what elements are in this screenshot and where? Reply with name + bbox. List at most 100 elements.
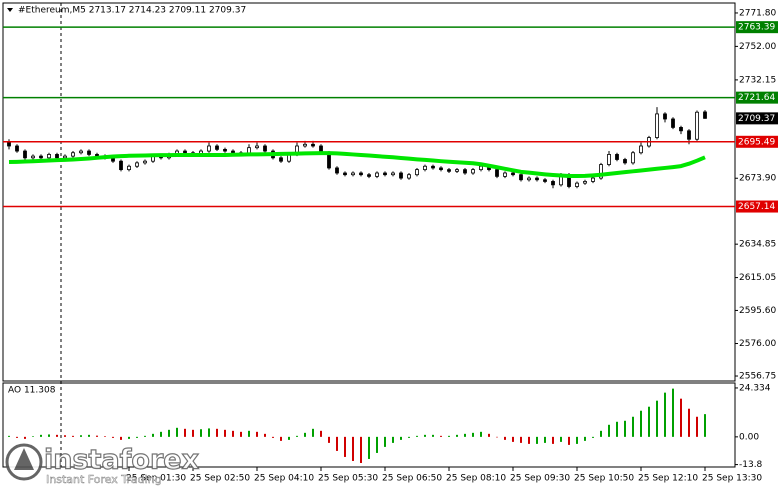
level-label-box xyxy=(736,91,778,104)
y-tick-label: 2576.00 xyxy=(739,339,776,349)
ao-bar xyxy=(536,436,538,444)
chart-title: #Ethereum,M5 2713.17 2714.23 2709.11 270… xyxy=(18,6,246,16)
ao-bar xyxy=(320,430,322,437)
ao-bar xyxy=(336,436,338,451)
candle-body xyxy=(447,169,451,172)
candle-body xyxy=(471,169,475,174)
candle-body xyxy=(655,113,659,138)
ao-bar xyxy=(704,414,706,437)
last-price-label: 2709.37 xyxy=(738,114,775,124)
ao-bar xyxy=(200,429,202,437)
candle-body xyxy=(311,143,315,147)
ao-bar xyxy=(672,388,674,437)
x-tick-label: 25 Sep 06:50 xyxy=(382,474,442,484)
ao-bar xyxy=(464,433,466,437)
candle-body xyxy=(527,177,531,181)
ao-bar xyxy=(176,427,178,437)
candle-body xyxy=(503,172,507,177)
watermark-brand: instaforex xyxy=(44,445,199,476)
candle-body xyxy=(671,118,675,128)
level-label: 2721.64 xyxy=(738,93,775,103)
ao-bar xyxy=(544,436,546,443)
candle-body xyxy=(423,165,427,171)
ao-frame xyxy=(2,382,736,468)
ao-bar xyxy=(472,432,474,437)
ao-bar xyxy=(528,436,530,444)
watermark: instaforex Instant Forex Trading xyxy=(5,443,200,486)
ao-bar xyxy=(408,436,410,438)
candle-body xyxy=(39,155,43,159)
candle-body xyxy=(375,172,379,177)
x-tick-label: 25 Sep 09:30 xyxy=(510,474,570,484)
ao-bar xyxy=(56,434,58,437)
candle-body xyxy=(183,150,187,154)
candle-body xyxy=(127,165,131,171)
candle-body xyxy=(63,155,67,159)
x-tick-label: 25 Sep 04:10 xyxy=(254,474,314,484)
candle-body xyxy=(79,150,83,154)
ao-bar xyxy=(104,436,106,437)
candle-body xyxy=(639,145,643,154)
x-tick-label: 25 Sep 12:10 xyxy=(638,474,698,484)
ao-bar xyxy=(128,436,130,439)
candle-body xyxy=(511,172,515,176)
x-tick-label: 25 Sep 01:30 xyxy=(126,474,186,484)
ao-bar xyxy=(248,430,250,437)
ao-bar xyxy=(296,435,298,437)
candle-body xyxy=(695,111,699,140)
ao-title: AO 11.308 xyxy=(8,386,56,396)
candle-body xyxy=(303,143,307,147)
level-label: 2763.39 xyxy=(738,23,775,33)
ao-bar xyxy=(328,436,330,443)
ao-bar xyxy=(240,431,242,437)
ao-bar xyxy=(16,436,18,438)
candle-body xyxy=(7,142,11,147)
x-tick-label: 25 Sep 05:30 xyxy=(318,474,378,484)
candle-body xyxy=(215,145,219,150)
ao-bar xyxy=(624,420,626,437)
candle-body xyxy=(15,145,19,152)
ao-bar xyxy=(312,428,314,437)
y-tick-label: 2634.85 xyxy=(739,240,776,250)
candle-body xyxy=(407,174,411,179)
candle-body xyxy=(87,150,91,155)
ao-bar xyxy=(168,429,170,437)
candle-body xyxy=(519,174,523,181)
y-tick-label: 2752.00 xyxy=(739,42,776,52)
ao-bar xyxy=(376,436,378,453)
candle-body xyxy=(367,174,371,177)
candle-body xyxy=(455,169,459,172)
y-tick-label: -13.8 xyxy=(739,460,763,470)
ao-bar xyxy=(664,392,666,437)
ao-bar xyxy=(368,436,370,459)
candle-body xyxy=(135,162,139,167)
watermark-tagline: Instant Forex Trading xyxy=(46,473,162,486)
ao-bar xyxy=(288,436,290,440)
ao-bar xyxy=(448,435,450,437)
ao-bar xyxy=(600,430,602,437)
candle-body xyxy=(415,169,419,176)
candle-body xyxy=(263,145,267,152)
y-tick-label: 2556.75 xyxy=(739,372,776,382)
ao-bar xyxy=(256,431,258,437)
ao-bar xyxy=(48,434,50,437)
ao-bar xyxy=(568,436,570,445)
level-label-box xyxy=(736,200,778,213)
ao-bar xyxy=(72,435,74,437)
ao-bar xyxy=(160,431,162,437)
ao-bar xyxy=(560,436,562,442)
candle-body xyxy=(255,145,259,149)
ao-bar xyxy=(496,436,498,438)
ao-bar xyxy=(424,434,426,437)
candle-body xyxy=(679,127,683,132)
ao-bar xyxy=(8,435,10,437)
ao-bar xyxy=(392,436,394,443)
y-tick-label: 2771.80 xyxy=(739,8,776,18)
ao-bar xyxy=(488,433,490,437)
ao-bar xyxy=(592,436,594,438)
ao-bar xyxy=(232,430,234,437)
ao-bar xyxy=(400,436,402,440)
ao-bar xyxy=(40,434,42,437)
ao-bar xyxy=(64,435,66,437)
